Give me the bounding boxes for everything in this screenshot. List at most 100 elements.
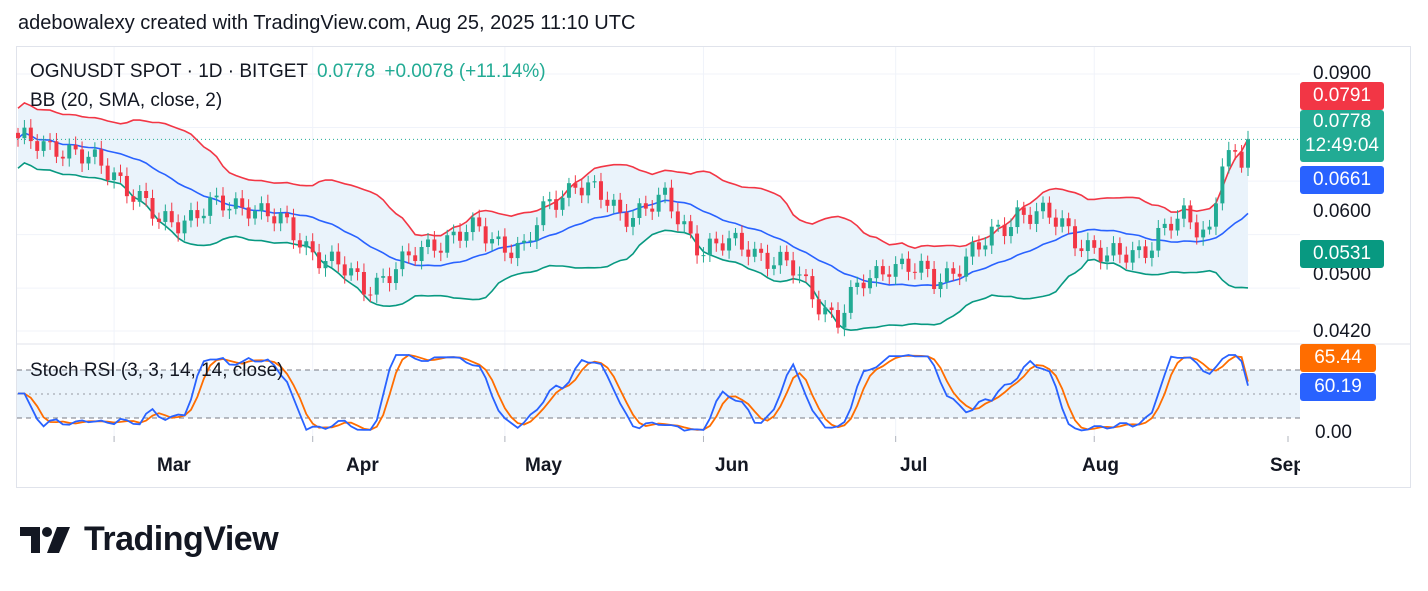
- candle-body: [291, 217, 296, 241]
- candle-body: [912, 271, 917, 273]
- candle: [381, 268, 386, 283]
- candle-body: [688, 221, 693, 234]
- candle: [618, 192, 623, 221]
- candle-body: [1175, 218, 1180, 231]
- time-label-apr: Apr: [346, 455, 379, 476]
- candle-body: [48, 141, 53, 143]
- candle-body: [1079, 248, 1084, 252]
- bar-countdown: 12:49:04: [1305, 135, 1379, 156]
- tradingview-logo[interactable]: TradingView: [20, 520, 279, 559]
- candle: [1239, 145, 1244, 173]
- candle: [868, 269, 873, 294]
- candle-body: [317, 252, 322, 269]
- candle-body: [240, 198, 245, 208]
- candle-body: [823, 307, 828, 315]
- candle-body: [137, 190, 142, 202]
- candle: [1130, 241, 1135, 271]
- candle: [1111, 236, 1116, 262]
- candle: [1047, 196, 1052, 224]
- candle: [176, 214, 181, 242]
- candle: [1246, 130, 1250, 177]
- candle: [265, 194, 270, 223]
- candle-body: [1028, 214, 1033, 224]
- candle-body: [816, 299, 821, 315]
- candle: [490, 232, 495, 251]
- candle: [86, 151, 91, 171]
- candle: [759, 243, 764, 261]
- candle: [1220, 158, 1225, 211]
- candle-body: [996, 224, 1001, 227]
- candle-body: [502, 236, 507, 253]
- candle-body: [105, 165, 110, 181]
- candle-body: [727, 238, 732, 251]
- last-price-tag: 0.0778 12:49:04: [1300, 110, 1384, 162]
- candle: [1073, 219, 1078, 257]
- candle: [579, 179, 584, 204]
- candle: [1053, 209, 1058, 236]
- candle-body: [554, 199, 559, 210]
- candle-body: [771, 265, 776, 269]
- time-axis-ticks: [113, 436, 1289, 442]
- candle: [131, 189, 136, 211]
- candle-body: [1047, 202, 1052, 218]
- candle: [99, 140, 104, 174]
- candle-body: [739, 232, 744, 250]
- stoch-axis-label-0: 0.00: [1315, 422, 1352, 443]
- time-label-mar: Mar: [157, 455, 191, 476]
- candle: [650, 200, 655, 220]
- candle: [1169, 216, 1174, 239]
- candle-body: [650, 208, 655, 212]
- tradingview-wordmark: TradingView: [84, 520, 279, 558]
- candle: [656, 187, 661, 217]
- candle: [1162, 218, 1167, 236]
- price-axis-label-0: 0.0900: [1313, 63, 1372, 84]
- candle-body: [477, 217, 482, 227]
- candle: [624, 203, 629, 233]
- candle-body: [400, 251, 405, 270]
- candle-body: [195, 210, 200, 219]
- candle: [560, 190, 565, 216]
- candle: [458, 223, 463, 249]
- candle-body: [874, 266, 879, 279]
- candle: [54, 132, 59, 164]
- candle: [317, 243, 322, 274]
- candle: [1226, 141, 1231, 174]
- candle: [746, 241, 751, 266]
- candle-body: [490, 239, 495, 244]
- candle-body: [438, 250, 443, 253]
- candle-body: [887, 274, 892, 277]
- candle-body: [16, 132, 20, 139]
- candle: [1137, 240, 1142, 259]
- candle: [669, 179, 674, 219]
- candle: [522, 234, 527, 251]
- candle-body: [1233, 150, 1238, 152]
- candle: [201, 208, 206, 224]
- symbol-legend[interactable]: OGNUSDT SPOT · 1D · BITGET 0.0778 +0.007…: [30, 61, 546, 83]
- candle-body: [464, 232, 469, 241]
- stoch-rsi-legend[interactable]: Stoch RSI (3, 3, 14, 14, close): [30, 360, 284, 381]
- candle: [983, 236, 988, 257]
- candle: [836, 302, 840, 334]
- candle: [823, 300, 828, 323]
- candle-body: [470, 217, 475, 233]
- candle-body: [1073, 226, 1078, 249]
- candle: [400, 245, 405, 277]
- candle: [41, 135, 46, 157]
- candle-body: [1105, 255, 1110, 262]
- candle: [701, 247, 706, 263]
- candle-body: [278, 213, 283, 224]
- candle: [150, 189, 155, 226]
- candle-body: [932, 268, 937, 290]
- candle-body: [631, 217, 635, 227]
- candle-body: [733, 232, 738, 239]
- candle: [611, 193, 616, 214]
- candle-body: [1169, 223, 1174, 231]
- candle: [1117, 237, 1122, 264]
- bb-legend[interactable]: BB (20, SMA, close, 2): [30, 90, 223, 111]
- candle-body: [1226, 150, 1231, 167]
- candle-body: [176, 222, 181, 234]
- symbol-title[interactable]: OGNUSDT SPOT · 1D · BITGET: [30, 61, 308, 82]
- candle: [124, 167, 129, 204]
- candlestick-series: [16, 119, 1250, 337]
